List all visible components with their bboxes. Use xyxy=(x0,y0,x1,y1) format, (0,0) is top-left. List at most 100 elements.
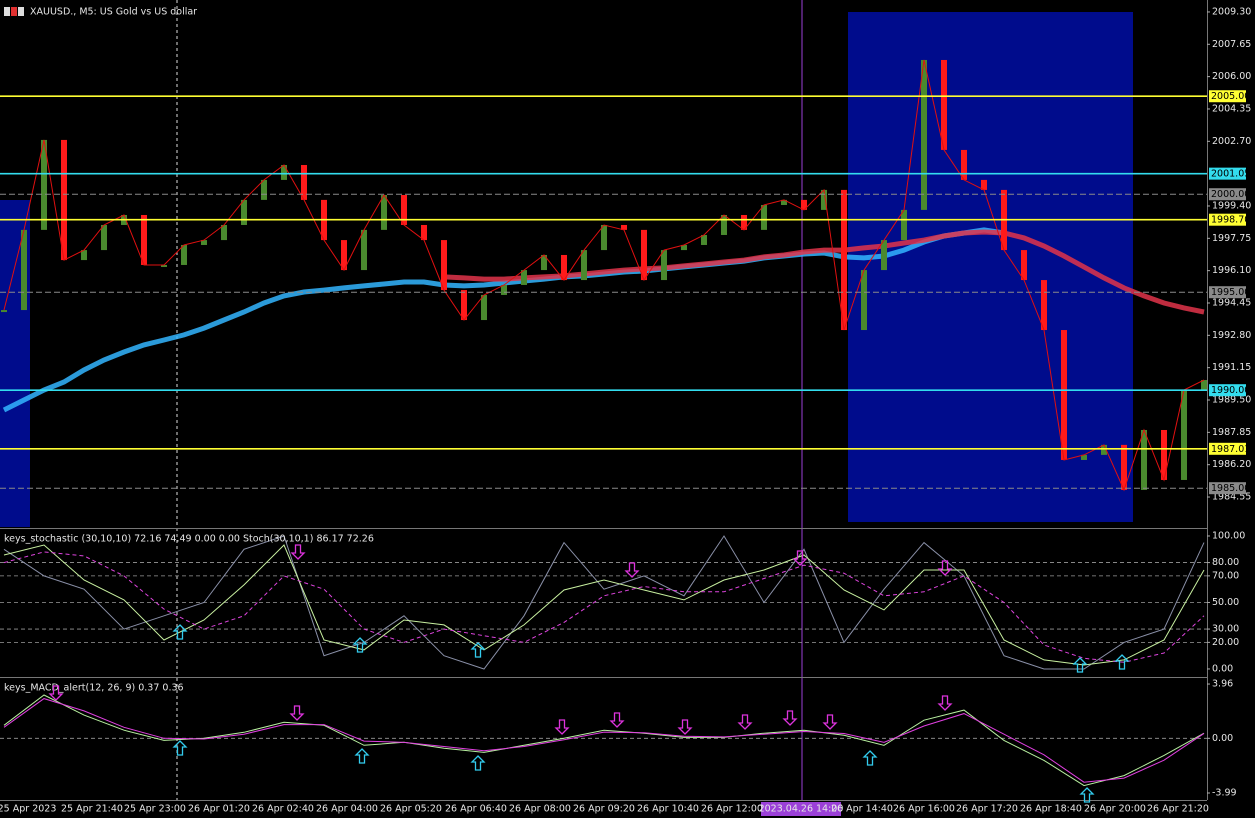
level-label: 2001.05 xyxy=(1209,167,1250,180)
level-label-bg xyxy=(1209,442,1246,455)
moving-average xyxy=(2,227,1005,413)
level-label: 1990.00 xyxy=(1209,384,1250,397)
level-label-bg xyxy=(1209,188,1246,201)
candle xyxy=(261,179,267,200)
zigzag xyxy=(3,59,1205,492)
level-label-bg xyxy=(1209,90,1246,103)
level-label: 1987.01 xyxy=(1209,442,1250,455)
chart-title: XAUUSD., M5: US Gold vs US dollar xyxy=(30,7,197,18)
signal-arrow xyxy=(172,740,188,756)
level-label-text: 1987.01 xyxy=(1211,444,1250,455)
indicator-title: keys_stochastic (30,10,10) 72.16 74.49 0… xyxy=(4,534,374,545)
signal-arrow xyxy=(737,714,753,730)
y-tick-label: 2004.35 xyxy=(1212,103,1251,114)
y-tick-label: 1996.10 xyxy=(1212,265,1251,276)
candle xyxy=(841,189,847,331)
y-tick-label: 2002.70 xyxy=(1212,136,1251,147)
x-tick-label: 25 Apr 21:40 xyxy=(61,804,123,815)
signal-arrow xyxy=(609,712,625,728)
signal-arrow xyxy=(1079,787,1095,803)
x-tick-label: 26 Apr 18:40 xyxy=(1020,804,1082,815)
x-tick-label: 26 Apr 01:20 xyxy=(188,804,250,815)
candle xyxy=(501,284,507,295)
y-tick-label: 2007.65 xyxy=(1212,39,1251,50)
candle xyxy=(1121,444,1127,490)
y-tick-label: 20.00 xyxy=(1212,637,1239,648)
y-tick-label: 80.00 xyxy=(1212,557,1239,568)
y-tick-label: 100.00 xyxy=(1212,530,1245,541)
candle xyxy=(601,224,607,251)
candle xyxy=(661,250,667,281)
y-tick-label: 70.00 xyxy=(1212,570,1239,581)
candle xyxy=(301,165,307,200)
signal-arrow xyxy=(862,750,878,766)
y-tick-label: 1987.85 xyxy=(1212,427,1251,438)
candle xyxy=(781,199,787,205)
signal-arrow xyxy=(470,642,486,658)
level-label: 1995.00 xyxy=(1209,286,1250,299)
level-label-bg xyxy=(1209,167,1246,180)
y-tick-label: 1986.20 xyxy=(1212,459,1251,470)
candle xyxy=(221,224,227,241)
level-label-text: 1995.00 xyxy=(1211,287,1250,298)
icon xyxy=(11,7,17,16)
level-label-text: 2001.05 xyxy=(1211,169,1250,180)
candle xyxy=(1181,390,1187,480)
signal-arrow xyxy=(48,685,64,701)
candle xyxy=(981,179,987,190)
indicator-line xyxy=(3,535,1205,670)
signal-arrow xyxy=(554,719,570,735)
candle xyxy=(41,139,47,230)
level-label-bg xyxy=(1209,482,1246,495)
candle xyxy=(481,294,487,321)
level-label-text: 1990.00 xyxy=(1211,385,1250,396)
x-tick-label: 26 Apr 02:40 xyxy=(252,804,314,815)
x-tick-label: 26 Apr 16:00 xyxy=(893,804,955,815)
candle xyxy=(761,204,767,230)
candle xyxy=(701,234,707,245)
candle xyxy=(1161,429,1167,480)
y-tick-label: 1991.15 xyxy=(1212,362,1251,373)
x-tick-label: 26 Apr 04:00 xyxy=(316,804,378,815)
y-tick-label: 3.96 xyxy=(1212,679,1233,690)
level-label: 1985.00 xyxy=(1209,482,1250,495)
indicator-line xyxy=(3,694,1205,787)
x-tick-label: 26 Apr 17:20 xyxy=(956,804,1018,815)
candle xyxy=(741,214,747,230)
candle xyxy=(401,195,407,225)
indicator-line xyxy=(3,544,1205,666)
candle xyxy=(241,199,247,225)
indicator-title: keys_MACD_alert(12, 26, 9) 0.37 0.36 xyxy=(4,683,184,694)
signal-arrow xyxy=(782,710,798,726)
level-label: 1998.70 xyxy=(1209,213,1250,226)
y-tick-label: 1984.55 xyxy=(1212,492,1251,503)
candle xyxy=(681,244,687,251)
candle xyxy=(821,189,827,210)
candle xyxy=(81,250,87,261)
candle xyxy=(441,240,447,291)
x-tick-label: 26 Apr 21:20 xyxy=(1147,804,1209,815)
candle xyxy=(961,149,967,180)
candle xyxy=(1101,444,1107,455)
candle xyxy=(521,270,527,285)
x-tick-label: 26 Apr 20:00 xyxy=(1084,804,1146,815)
candle xyxy=(1141,429,1147,490)
x-tick-label: 25 Apr 2023 xyxy=(0,804,56,815)
level-label-bg xyxy=(1209,213,1246,226)
candle xyxy=(921,59,927,210)
moving-average xyxy=(443,229,1205,315)
candle xyxy=(341,240,347,271)
signal-arrow xyxy=(470,755,486,771)
candle xyxy=(901,209,907,241)
y-tick-label: 1997.75 xyxy=(1212,233,1251,244)
y-tick-label: 30.00 xyxy=(1212,624,1239,635)
candle xyxy=(101,224,107,251)
indicator-line xyxy=(3,698,1205,783)
level-label-text: 2005.00 xyxy=(1211,91,1250,102)
highlight-box xyxy=(848,12,1133,522)
candle xyxy=(21,229,27,311)
y-tick-label: 50.00 xyxy=(1212,597,1239,608)
x-tick-label: 26 Apr 05:20 xyxy=(380,804,442,815)
y-tick-label: 1989.50 xyxy=(1212,395,1251,406)
y-tick-label: 0.00 xyxy=(1212,733,1233,744)
